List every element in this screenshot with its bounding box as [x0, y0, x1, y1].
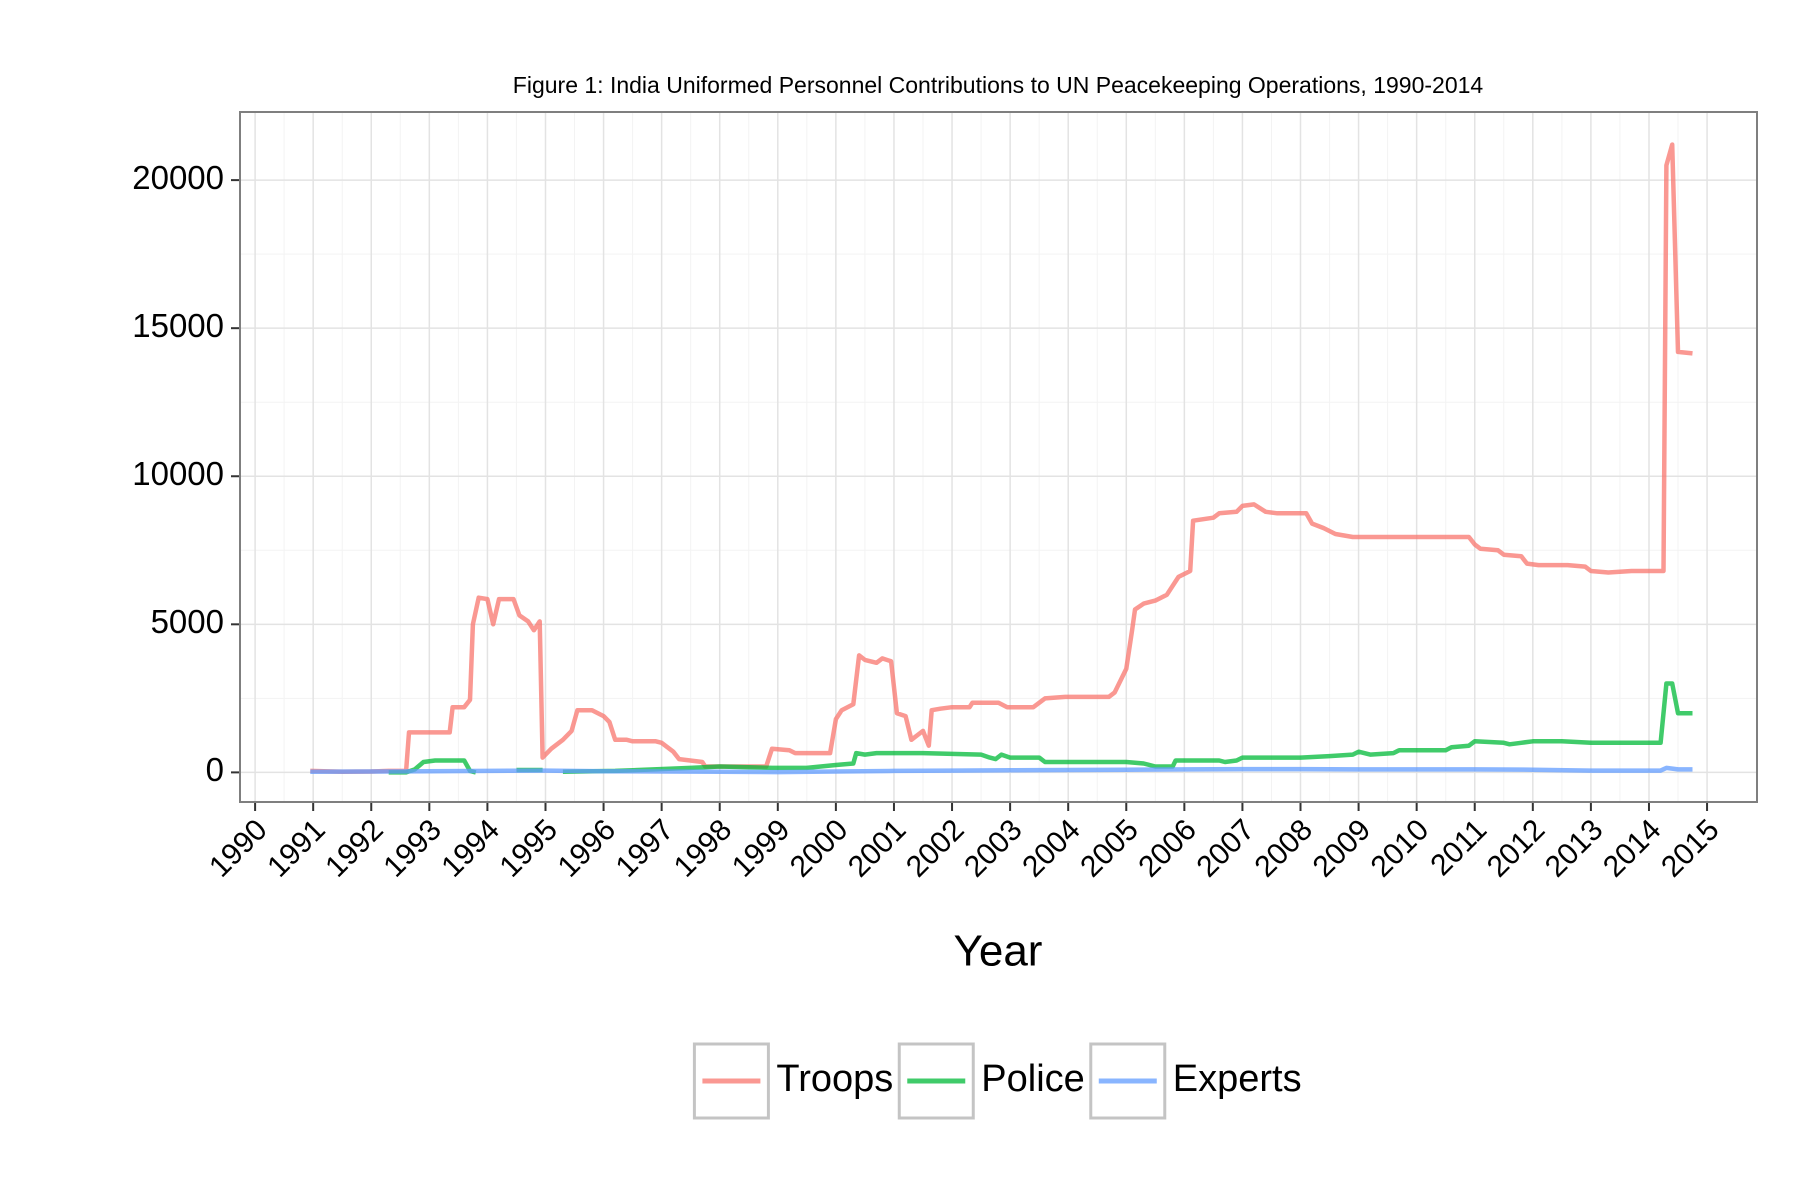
x-axis-label: Year: [954, 927, 1043, 976]
y-tick-label: 0: [206, 751, 224, 788]
y-tick-label: 15000: [132, 307, 224, 344]
legend-label: Troops: [776, 1058, 893, 1100]
y-tick-label: 10000: [132, 455, 224, 492]
y-tick-label: 20000: [132, 159, 224, 196]
line-series: [310, 142, 1693, 775]
line-series: [310, 765, 1693, 775]
y-tick-label: 5000: [151, 603, 224, 640]
legend: Troops Police Experts: [692, 1042, 1302, 1120]
plot-border: [239, 111, 1758, 803]
chart-title: Figure 1: India Uniformed Personnel Cont…: [513, 72, 1484, 98]
legend-label: Police: [981, 1058, 1085, 1100]
legend-label: Experts: [1173, 1058, 1302, 1100]
